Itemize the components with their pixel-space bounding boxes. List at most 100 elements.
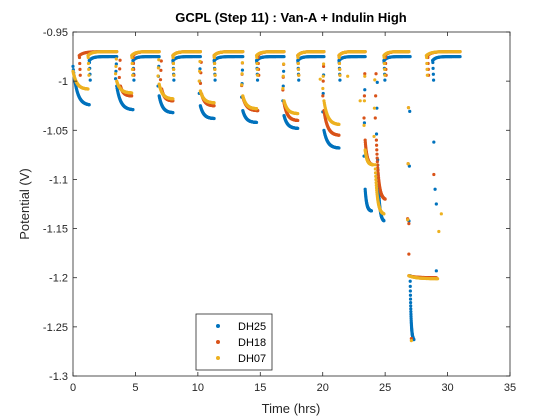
data-point-dh07 — [382, 212, 385, 215]
data-point-dh07 — [131, 74, 134, 77]
data-point-dh07 — [337, 123, 340, 126]
data-point-dh25 — [431, 67, 434, 70]
data-point-dh07 — [373, 78, 376, 81]
data-point-dh25 — [212, 117, 215, 120]
data-point-dh07 — [282, 75, 285, 78]
data-point-dh07 — [426, 74, 429, 77]
data-point-dh25 — [158, 55, 161, 58]
x-axis-title: Time (hrs) — [262, 401, 321, 416]
data-point-dh07 — [425, 68, 428, 71]
data-point-dh25 — [432, 79, 435, 82]
data-point-dh18 — [321, 94, 324, 97]
data-point-dh25 — [296, 127, 299, 130]
data-point-dh07 — [338, 56, 341, 59]
data-point-dh18 — [118, 76, 121, 79]
data-point-dh25 — [282, 55, 285, 58]
data-point-dh18 — [78, 62, 81, 65]
data-point-dh18 — [212, 104, 215, 107]
data-point-dh07 — [322, 75, 325, 78]
data-point-dh25 — [375, 132, 378, 135]
data-point-dh07 — [364, 50, 367, 53]
data-point-dh25 — [432, 73, 435, 76]
data-point-dh07 — [213, 68, 216, 71]
data-point-dh07 — [115, 57, 118, 60]
data-point-dh07 — [255, 62, 258, 65]
data-point-dh07 — [255, 56, 258, 59]
data-point-dh07 — [407, 50, 410, 53]
data-point-dh07 — [87, 74, 90, 77]
data-point-dh07 — [297, 62, 300, 65]
data-point-dh07 — [374, 163, 377, 166]
data-point-dh25 — [282, 70, 285, 73]
data-point-dh07 — [374, 167, 377, 170]
x-tick-label: 35 — [504, 382, 516, 394]
data-point-dh07 — [375, 181, 378, 184]
y-axis-title: Potential (V) — [17, 168, 32, 240]
data-point-dh07 — [172, 56, 175, 59]
chart-title: GCPL (Step 11) : Van-A + Indulin High — [175, 10, 407, 25]
data-point-dh18 — [375, 144, 378, 147]
data-point-dh25 — [171, 111, 174, 114]
y-tick-label: -1.3 — [49, 371, 68, 383]
data-point-dh07 — [115, 50, 118, 53]
data-point-dh07 — [383, 68, 386, 71]
data-point-dh18 — [322, 80, 325, 83]
x-tick-label: 20 — [317, 382, 329, 394]
data-point-dh07 — [322, 50, 325, 53]
data-point-dh07 — [436, 277, 439, 280]
data-point-dh25 — [363, 88, 366, 91]
data-point-dh25 — [409, 55, 412, 58]
data-point-dh07 — [359, 99, 362, 102]
data-point-dh07 — [157, 58, 160, 61]
data-point-dh25 — [409, 294, 412, 297]
data-point-dh18 — [375, 148, 378, 151]
data-point-dh18 — [375, 153, 378, 156]
data-point-dh25 — [71, 65, 74, 68]
x-tick-label: 15 — [254, 382, 266, 394]
legend-label: DH25 — [238, 321, 266, 333]
data-point-dh25 — [199, 55, 202, 58]
data-point-dh18 — [296, 119, 299, 122]
x-tick-label: 0 — [70, 382, 76, 394]
data-point-dh07 — [363, 75, 366, 78]
data-point-dh18 — [407, 222, 410, 225]
axes-frame — [73, 32, 510, 376]
y-tick-label: -1.2 — [49, 273, 68, 285]
data-point-dh07 — [282, 50, 285, 53]
data-point-dh07 — [255, 107, 258, 110]
data-point-dh25 — [409, 289, 412, 292]
data-point-dh07 — [198, 80, 201, 83]
data-point-dh25 — [338, 79, 341, 82]
y-tick-label: -1.1 — [49, 174, 68, 186]
data-point-dh07 — [172, 62, 175, 65]
data-point-dh07 — [374, 178, 377, 181]
data-point-dh25 — [241, 68, 244, 71]
data-point-dh07 — [282, 62, 285, 65]
data-point-dh18 — [78, 68, 81, 71]
data-point-dh18 — [376, 156, 379, 159]
data-point-dh25 — [433, 188, 436, 191]
data-point-dh18 — [375, 139, 378, 142]
plot-area: 0 5 10 15 20 25 30 35 -0.95 -1 -1.05 -1.1 -1.15 -1.2 -… — [43, 27, 516, 394]
data-point-dh25 — [409, 301, 412, 304]
data-point-dh07 — [172, 68, 175, 71]
data-point-dh25 — [364, 55, 367, 58]
data-point-dh07 — [213, 62, 216, 65]
data-point-dh25 — [89, 79, 92, 82]
data-point-dh07 — [437, 230, 440, 233]
data-point-dh07 — [338, 62, 341, 65]
data-point-dh18 — [407, 253, 410, 256]
data-point-dh07 — [87, 56, 90, 59]
legend: DH25 DH18 DH07 — [196, 314, 272, 370]
data-point-dh07 — [407, 162, 410, 165]
data-point-dh07 — [425, 56, 428, 59]
data-point-dh07 — [383, 62, 386, 65]
legend-label: DH07 — [238, 353, 266, 365]
data-point-dh25 — [241, 55, 244, 58]
data-point-dh07 — [362, 124, 365, 127]
y-tick-label: -1.15 — [43, 224, 68, 236]
data-point-dh07 — [410, 339, 413, 342]
data-point-dh07 — [256, 74, 259, 77]
data-point-dh18 — [159, 69, 162, 72]
